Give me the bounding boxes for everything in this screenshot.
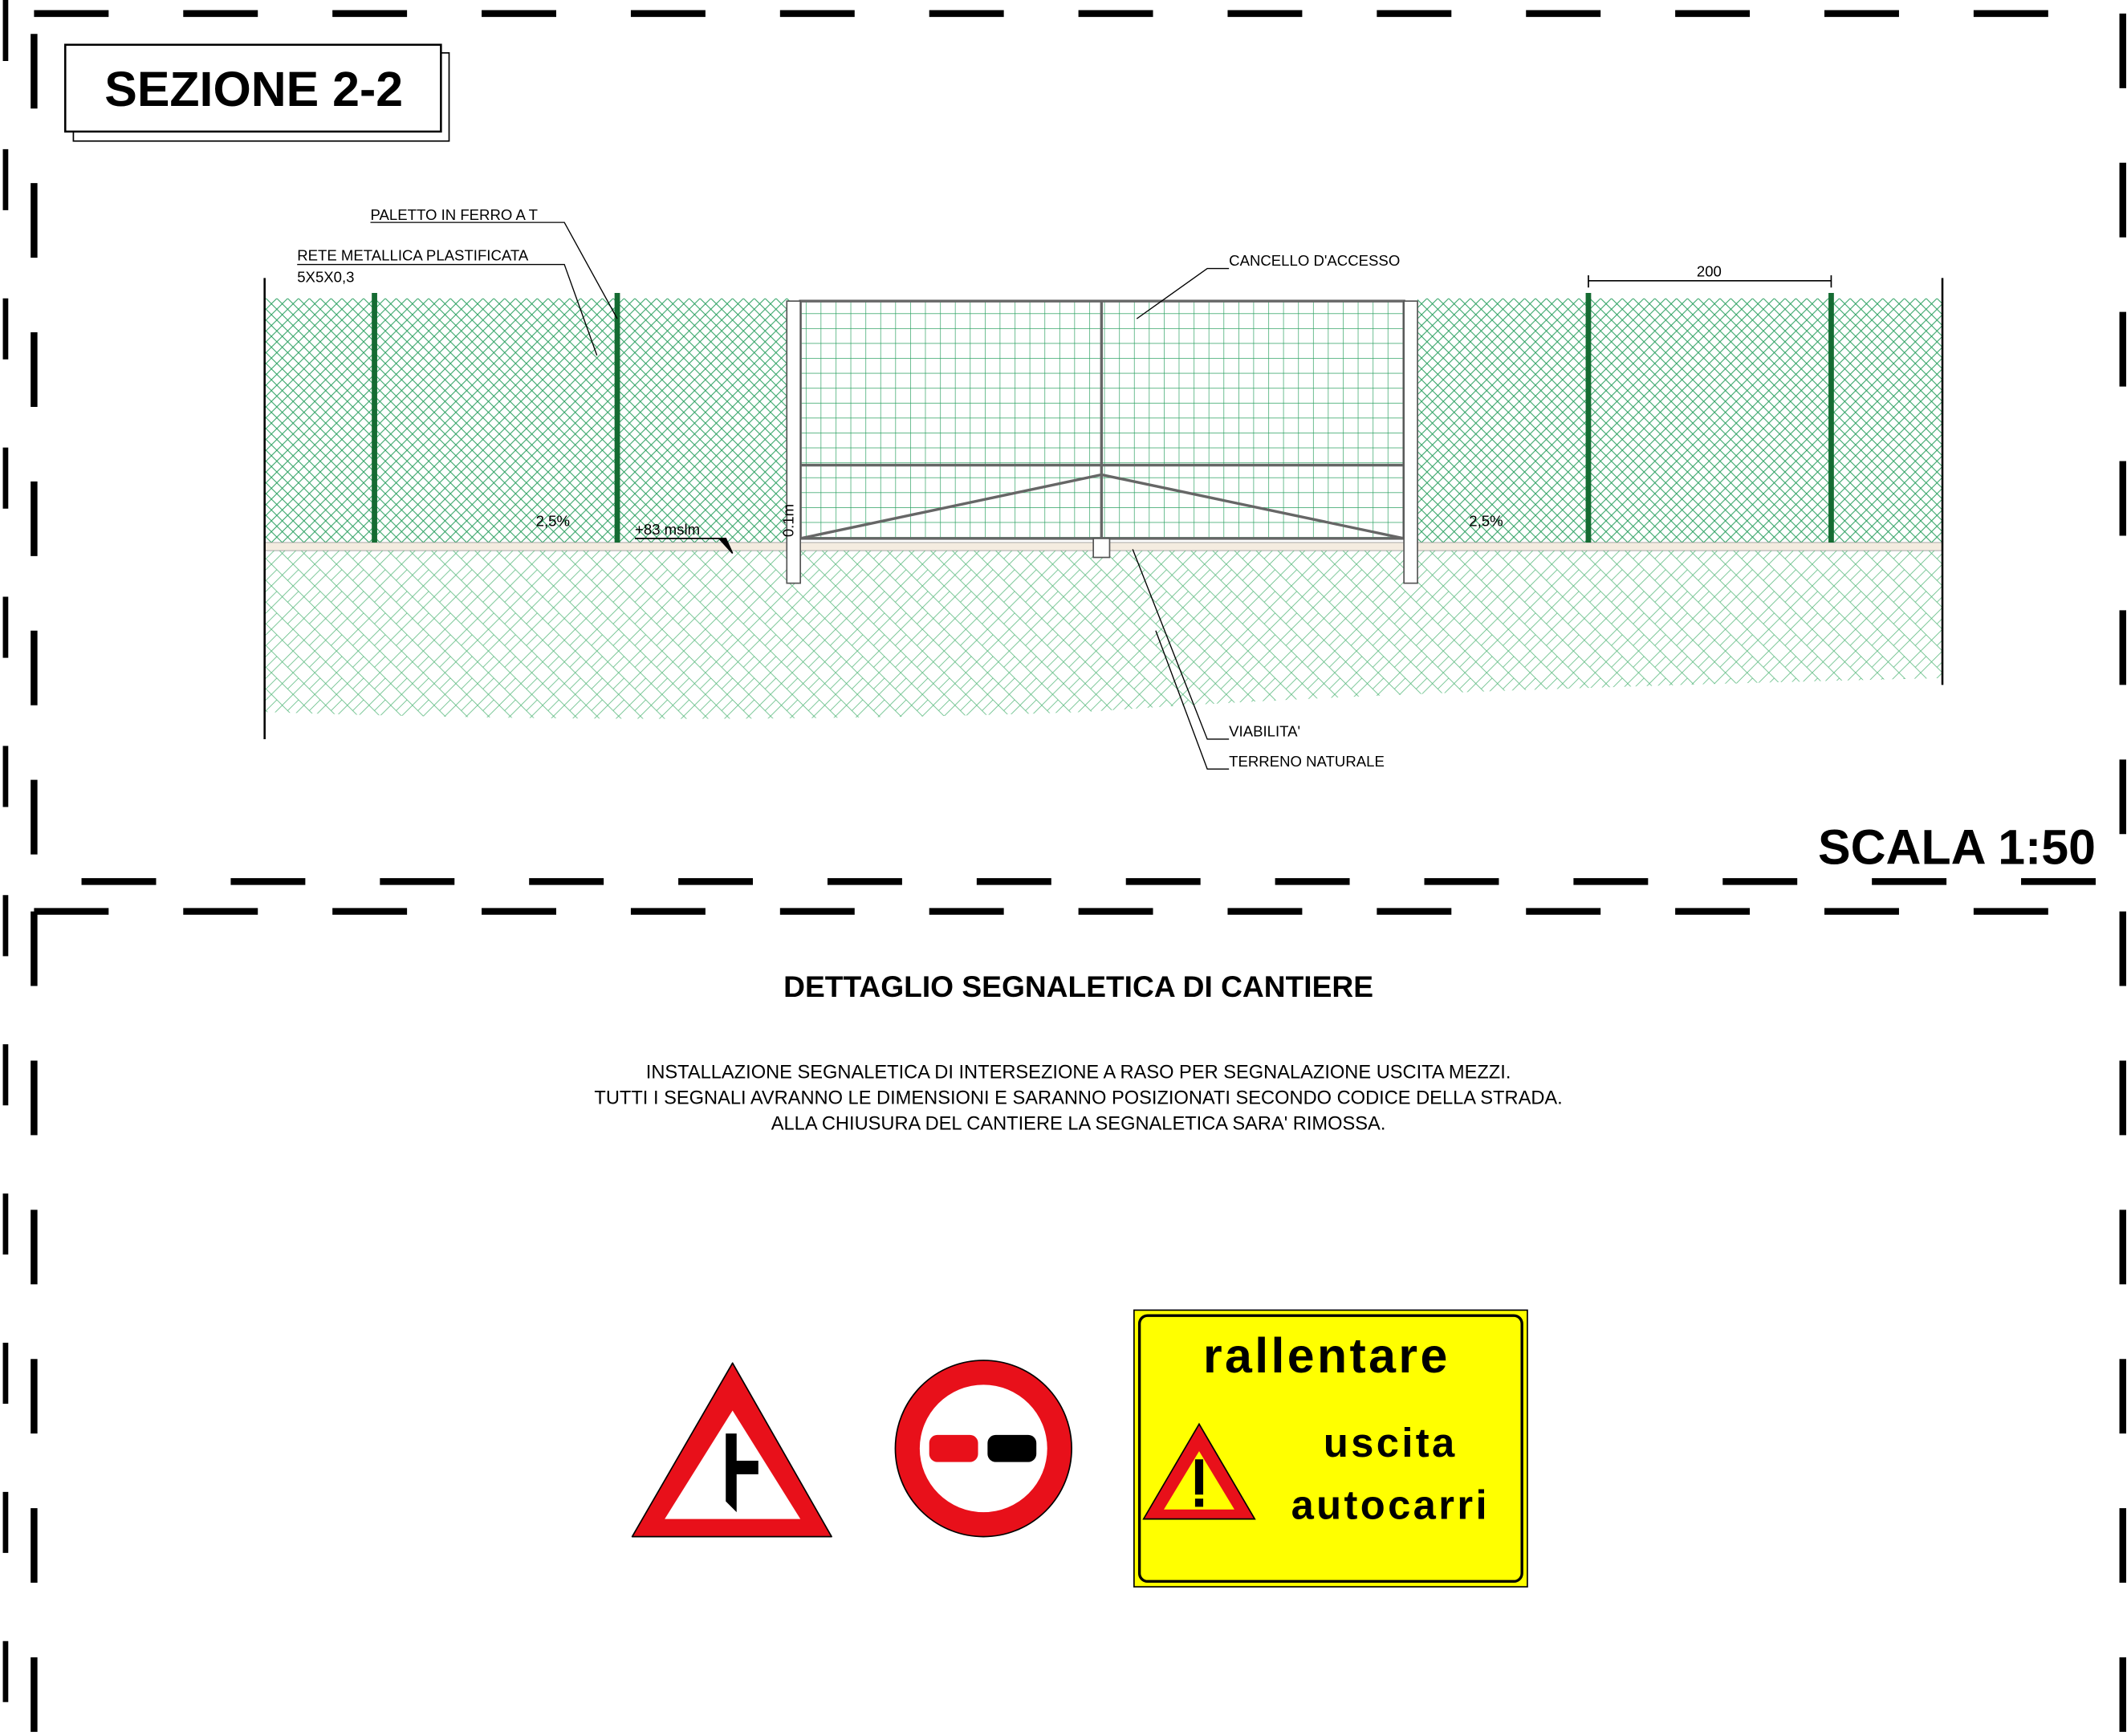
label: 200 — [1697, 263, 1722, 280]
shape — [929, 1435, 978, 1462]
shape — [265, 299, 794, 543]
label: CANCELLO D'ACCESSO — [1229, 252, 1400, 269]
label: +83 mslm — [635, 521, 700, 538]
shape — [1417, 299, 1942, 543]
label: TERRENO NATURALE — [1229, 753, 1385, 770]
page: SEZIONE 2-2 SCALA 1:50 200 PALETTO IN FE… — [0, 0, 2127, 1736]
label: VIABILITA' — [1229, 723, 1300, 740]
label: ALLA CHIUSURA DEL CANTIERE LA SEGNALETIC… — [771, 1114, 1386, 1135]
shape — [1093, 539, 1109, 558]
label: 2,5% — [1469, 513, 1503, 530]
label: PALETTO IN FERRO A T — [370, 206, 538, 223]
label: autocarri — [1291, 1482, 1490, 1528]
shape — [787, 301, 800, 583]
label: 5X5X0,3 — [297, 268, 354, 285]
label: rallentare — [1203, 1328, 1450, 1383]
label: 0.1m — [780, 504, 797, 537]
label: DETTAGLIO SEGNALETICA DI CANTIERE — [783, 970, 1373, 1003]
shape — [1195, 1459, 1203, 1494]
shape — [987, 1435, 1036, 1462]
shape — [1404, 301, 1417, 583]
label: INSTALLAZIONE SEGNALETICA DI INTERSEZION… — [646, 1062, 1511, 1083]
label: SCALA 1:50 — [1818, 819, 2096, 874]
label: RETE METALLICA PLASTIFICATA — [297, 246, 529, 263]
label: uscita — [1324, 1420, 1458, 1466]
label: SEZIONE 2-2 — [104, 62, 403, 116]
shape — [1195, 1498, 1203, 1506]
shape — [265, 551, 1942, 719]
drawing: SEZIONE 2-2 SCALA 1:50 200 PALETTO IN FE… — [0, 0, 2127, 1736]
label: 2,5% — [536, 513, 570, 530]
label: TUTTI I SEGNALI AVRANNO LE DIMENSIONI E … — [594, 1088, 1562, 1109]
shape — [34, 912, 2122, 1736]
